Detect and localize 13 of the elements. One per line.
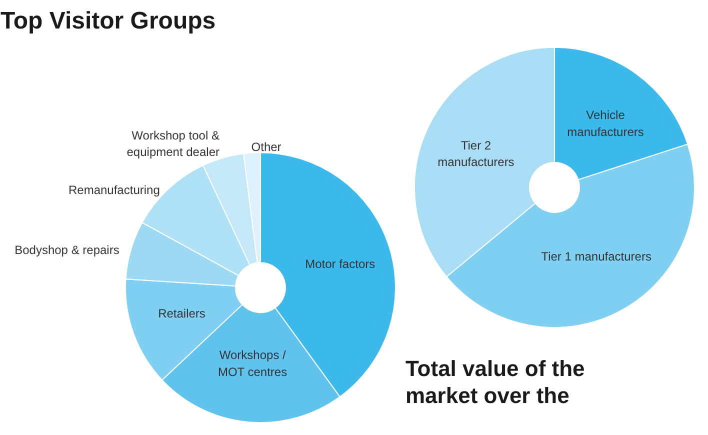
slice-label: Tier 1 manufacturers [541,250,652,264]
slice-label: Workshop tool & equipment dealer [126,128,220,160]
chart-title: Top Visitor Groups [0,8,216,34]
slice-label: Vehicle manufacturers [567,108,644,139]
slice-label: Workshops / MOT centres [218,348,288,379]
slice-label: Motor factors [305,257,376,272]
slice-label: Tier 2 manufacturers [438,138,514,170]
slice-label: Remanufacturing [68,183,160,198]
text: Total value of the [406,356,585,381]
slice-label: Other [251,140,282,154]
text: market over the [406,383,570,408]
slice-label: Retailers [158,306,206,320]
slice-label: Bodyshop & repairs [14,243,120,258]
